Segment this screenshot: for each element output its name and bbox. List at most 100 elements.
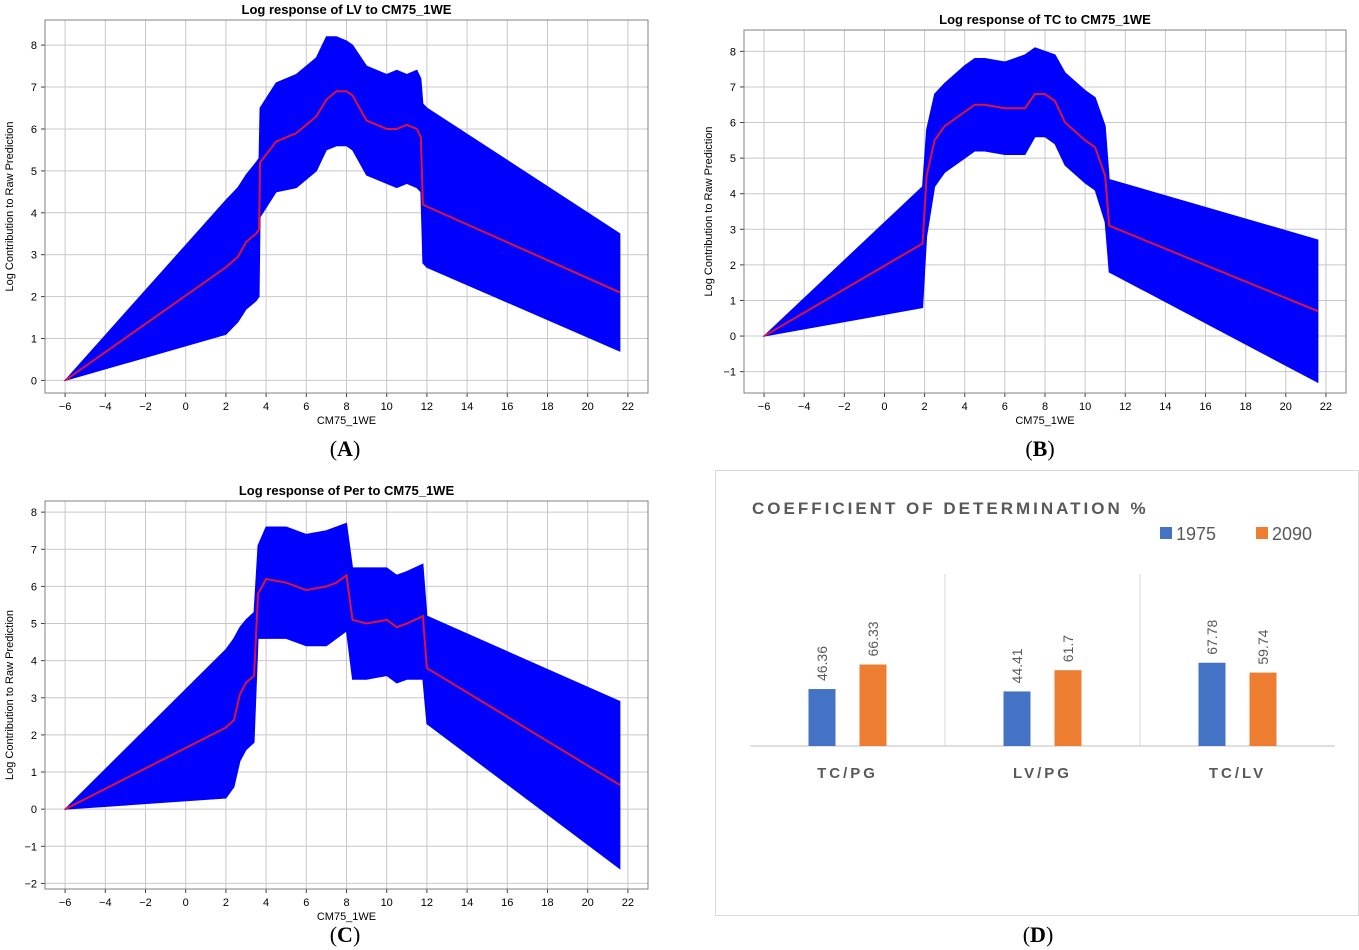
caption-c: (C) — [329, 922, 361, 947]
d-legend-swatch-2090 — [1256, 527, 1268, 539]
b-x-tick-label: −6 — [758, 401, 771, 413]
b-x-tick-label: 2 — [922, 401, 928, 413]
c-y-tick-label: 1 — [31, 767, 37, 779]
b-y-tick-label: 2 — [730, 260, 736, 272]
c-x-tick-label: −2 — [139, 897, 152, 909]
caption-d: (D) — [1022, 922, 1054, 947]
d-legend-label-1975: 1975 — [1176, 524, 1216, 544]
c-y-axis-label: Log Contribution to Raw Prediction — [4, 610, 16, 780]
d-data-label: 44.41 — [1009, 648, 1025, 683]
b-x-tick-label: 6 — [1002, 401, 1008, 413]
caption-b: (B) — [1025, 436, 1055, 461]
chart-panel-d: COEFFICIENT OF DETERMINATION % 1975 2090 46… — [715, 470, 1359, 916]
a-y-tick-label: 6 — [31, 124, 37, 136]
a-y-axis-label: Log Contribution to Raw Prediction — [4, 122, 16, 292]
c-y-tick-label: 2 — [31, 730, 37, 742]
d-legend-label-2090: 2090 — [1272, 524, 1312, 544]
c-y-tick-label: −2 — [24, 878, 37, 890]
b-x-tick-label: 22 — [1320, 401, 1332, 413]
b-confidence-band — [762, 47, 1319, 384]
c-title: Log response of Per to CM75_1WE — [239, 483, 455, 498]
a-x-tick-label: 6 — [303, 401, 309, 413]
b-x-tick-label: 12 — [1119, 401, 1131, 413]
chart-panel-b: −6 −4 −2 0 2 4 6 8 10 12 14 16 18 20 22 −1 0 1 2 3 4 5 6 7 8 Log … — [700, 0, 1359, 430]
a-y-tick-label: 7 — [31, 82, 37, 94]
b-x-tick-label: 4 — [962, 401, 968, 413]
c-x-tick-label: 8 — [343, 897, 349, 909]
b-y-tick-label: 4 — [730, 189, 736, 201]
b-x-tick-label: 0 — [881, 401, 887, 413]
c-y-tick-label: 0 — [31, 804, 37, 816]
c-x-tick-label: 6 — [303, 897, 309, 909]
a-y-tick-label: 2 — [31, 292, 37, 304]
b-title: Log response of TC to CM75_1WE — [939, 12, 1151, 27]
a-x-tick-label: 20 — [582, 401, 594, 413]
a-x-tick-label: −2 — [139, 401, 152, 413]
d-bar-2090-TC/PG — [859, 664, 887, 746]
b-x-tick-label: 20 — [1280, 401, 1292, 413]
a-x-tick-label: 8 — [343, 401, 349, 413]
c-x-tick-label: 0 — [183, 897, 189, 909]
c-x-tick-label: 22 — [622, 897, 634, 909]
b-x-tick-label: 14 — [1159, 401, 1171, 413]
a-y-tick-label: 0 — [31, 375, 37, 387]
chart-d: COEFFICIENT OF DETERMINATION % 1975 2090 46… — [715, 470, 1359, 916]
a-mean-line — [64, 90, 621, 382]
c-y-tick-label: 8 — [31, 507, 37, 519]
c-y-tick-label: 5 — [31, 619, 37, 631]
chart-c: −6 −4 −2 0 2 4 6 8 10 12 14 16 18 20 22−2−1012345678Lo… — [4, 483, 649, 923]
c-y-tick-label: −1 — [24, 841, 37, 853]
c-y-tick-label: 4 — [31, 656, 37, 668]
b-y-tick-label: 1 — [730, 295, 736, 307]
a-y-tick-label: 3 — [31, 250, 37, 262]
b-y-tick-label: 7 — [730, 82, 736, 94]
d-data-label: 59.74 — [1255, 629, 1271, 664]
c-x-tick-label: 14 — [461, 897, 473, 909]
d-bar-2090-TC/LV — [1249, 672, 1277, 746]
c-y-tick-label: 6 — [31, 581, 37, 593]
d-bar-1975-LV/PG — [1003, 691, 1031, 746]
d-title: COEFFICIENT OF DETERMINATION % — [752, 499, 1149, 518]
c-mean-line — [64, 573, 621, 811]
c-x-tick-label: −4 — [99, 897, 112, 909]
c-x-axis-label: CM75_1WE — [317, 911, 376, 923]
d-data-label: 67.78 — [1204, 619, 1220, 654]
c-y-tick-label: 7 — [31, 544, 37, 556]
a-plot-border — [44, 19, 649, 394]
b-x-tick-label: −2 — [838, 401, 851, 413]
a-x-tick-label: 22 — [622, 401, 634, 413]
caption-a: (A) — [329, 436, 361, 461]
c-y-tick-label: 3 — [31, 693, 37, 705]
b-y-axis-label: Log Contribution to Raw Prediction — [703, 127, 715, 297]
c-plot-border — [44, 500, 649, 890]
a-x-tick-label: 16 — [501, 401, 513, 413]
c-x-tick-label: −6 — [59, 897, 72, 909]
b-x-tick-label: −4 — [798, 401, 811, 413]
a-x-tick-label: 18 — [541, 401, 553, 413]
b-x-tick-label: 16 — [1199, 401, 1211, 413]
c-x-tick-label: 20 — [582, 897, 594, 909]
a-x-tick-label: 12 — [421, 401, 433, 413]
a-y-tick-label: 4 — [31, 208, 37, 220]
b-x-tick-label: 8 — [1042, 401, 1048, 413]
chart-panel-a: −6 −4 −2 0 2 4 6 8 10 12 14 16 18 20 22 0 1 2 3 4 5 6 7 8 Log re… — [0, 0, 660, 430]
b-y-tick-label: 3 — [730, 224, 736, 236]
d-data-label: 61.7 — [1060, 635, 1076, 662]
a-x-tick-label: 14 — [461, 401, 473, 413]
c-x-tick-label: 16 — [501, 897, 513, 909]
d-bar-2090-LV/PG — [1054, 670, 1082, 746]
b-y-tick-label: −1 — [723, 367, 736, 379]
a-x-tick-label: 10 — [381, 401, 393, 413]
b-y-tick-label: 5 — [730, 153, 736, 165]
a-title: Log response of LV to CM75_1WE — [242, 2, 452, 17]
d-bar-1975-TC/LV — [1198, 662, 1226, 746]
a-x-axis-label: CM75_1WE — [317, 415, 376, 427]
d-category-label: TC/LV — [1209, 765, 1266, 782]
a-y-tick-label: 5 — [31, 166, 37, 178]
b-mean-line — [763, 93, 1319, 337]
a-y-tick-label: 1 — [31, 334, 37, 346]
d-bar-1975-TC/PG — [808, 689, 836, 746]
a-y-tick-label: 8 — [31, 40, 37, 52]
a-x-tick-label: −6 — [59, 401, 72, 413]
